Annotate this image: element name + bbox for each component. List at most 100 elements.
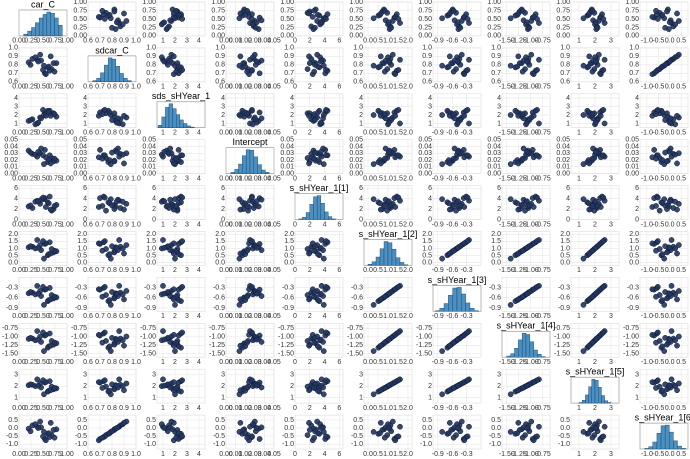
histogram-bar <box>305 212 310 220</box>
scatter-point <box>249 377 255 384</box>
scatter-point <box>99 7 106 14</box>
x-tick-label: -1.50 <box>499 451 515 458</box>
y-tick-label: -1.50 <box>554 351 570 358</box>
x-tick-label: -1.25 <box>511 313 527 320</box>
y-tick-label: 0.8 <box>284 62 294 69</box>
histogram-bar <box>42 14 48 37</box>
histogram-bar <box>96 78 101 82</box>
y-tick-label: 0.02 <box>280 157 294 164</box>
y-tick-label: 2.0 <box>629 231 639 238</box>
scatter-point <box>173 247 180 254</box>
scatter-point <box>455 19 461 26</box>
x-tick-label: 2 <box>593 221 597 228</box>
scatter-point <box>35 119 42 126</box>
y-tick-label: 0.00 <box>556 33 570 40</box>
scatter-point <box>674 387 680 394</box>
x-tick-label: -0.5 <box>652 221 664 228</box>
scatter-point <box>662 62 668 68</box>
scatter-point <box>515 419 522 426</box>
scatter-point <box>304 66 311 72</box>
scatter-point <box>377 342 384 349</box>
scatter-point <box>666 290 673 297</box>
y-tick-label: 1.5 <box>422 238 432 245</box>
y-tick-label: 0.01 <box>280 164 294 171</box>
scatter-point <box>306 342 312 349</box>
scatter-point <box>32 54 39 61</box>
scatter-point <box>439 255 445 262</box>
scatter-point <box>46 193 53 200</box>
y-tick-label: 1.00 <box>556 0 570 6</box>
y-tick-label: -0.75 <box>209 325 225 332</box>
y-tick-label: -1.0 <box>489 441 501 448</box>
y-tick-label: 0.05 <box>418 137 432 144</box>
scatter-point <box>654 238 661 244</box>
x-tick-label: 1.0 <box>383 84 393 91</box>
y-tick-label: 1.0 <box>353 45 363 52</box>
y-tick-label: 0.00 <box>556 170 570 177</box>
scatter-point <box>41 161 47 167</box>
x-tick-label: 0.00 <box>219 221 233 228</box>
x-tick-label: 0.8 <box>107 405 117 412</box>
x-tick-label: 0 <box>293 451 297 458</box>
x-tick-label: 2 <box>593 359 597 366</box>
scatter-point <box>40 67 46 73</box>
x-tick-label: 0.00 <box>219 130 233 137</box>
x-tick-label: 6 <box>337 405 341 412</box>
scatter-point <box>256 70 263 77</box>
scatter-point <box>40 284 46 290</box>
x-tick-label: 0.03 <box>248 359 262 366</box>
scatter-point <box>455 119 461 126</box>
scatter-point <box>457 202 464 209</box>
x-tick-label: -0.75 <box>535 221 551 228</box>
scatter-point <box>524 119 530 126</box>
scatter-point <box>466 423 472 430</box>
y-tick-label: 1.0 <box>422 245 432 252</box>
x-tick-label: -0.3 <box>461 267 473 274</box>
y-tick-label: -1.0 <box>6 441 18 448</box>
y-tick-label: -0.6 <box>351 295 363 302</box>
scatter-point <box>524 245 530 251</box>
scatter-point <box>524 290 530 297</box>
y-tick-label: 0.5 <box>215 252 225 259</box>
y-tick-label: 0.75 <box>487 7 501 14</box>
y-tick-label: 1.0 <box>215 245 225 252</box>
x-tick-label: -1.0 <box>641 405 653 412</box>
y-tick-label: 0.02 <box>73 157 87 164</box>
scatter-point <box>35 149 42 155</box>
x-tick-label: 0 <box>293 221 297 228</box>
x-tick-label: -0.3 <box>461 175 473 182</box>
scatter-point <box>99 111 106 117</box>
scatter-point <box>237 387 244 394</box>
scatter-point <box>167 17 174 24</box>
y-tick-label: 3 <box>497 103 501 110</box>
y-tick-label: 2 <box>428 112 432 119</box>
y-tick-label: -0.3 <box>558 284 570 291</box>
y-tick-label: 0.5 <box>146 417 156 424</box>
histogram-bar <box>331 218 336 220</box>
histogram-bar <box>179 119 184 128</box>
x-tick-label: 0.8 <box>107 359 117 366</box>
histogram-bar <box>257 164 262 174</box>
x-tick-label: -0.5 <box>652 405 664 412</box>
scatter-point <box>580 255 587 262</box>
x-tick-label: 0.9 <box>119 38 129 45</box>
scatter-point <box>464 194 471 201</box>
scatter-point <box>451 145 458 152</box>
scatter-point <box>37 51 43 58</box>
x-tick-label: -1.00 <box>523 84 539 91</box>
scatter-point <box>534 16 540 22</box>
x-tick-label: 2 <box>593 313 597 320</box>
x-tick-label: 0 <box>293 175 297 182</box>
scatter-point <box>580 196 587 203</box>
y-tick-label: 0.75 <box>142 7 156 14</box>
x-tick-label: 2.0 <box>403 313 413 320</box>
scatter-point <box>236 302 243 308</box>
histogram-bar <box>435 310 440 312</box>
x-tick-label: 0.01 <box>229 175 243 182</box>
x-tick-label: 0.04 <box>258 359 272 366</box>
scatter-point <box>123 18 130 24</box>
scatter-point <box>507 391 514 398</box>
y-tick-label: 0.00 <box>73 170 87 177</box>
scatter-point <box>121 342 127 349</box>
y-tick-label: 0.04 <box>73 143 87 150</box>
